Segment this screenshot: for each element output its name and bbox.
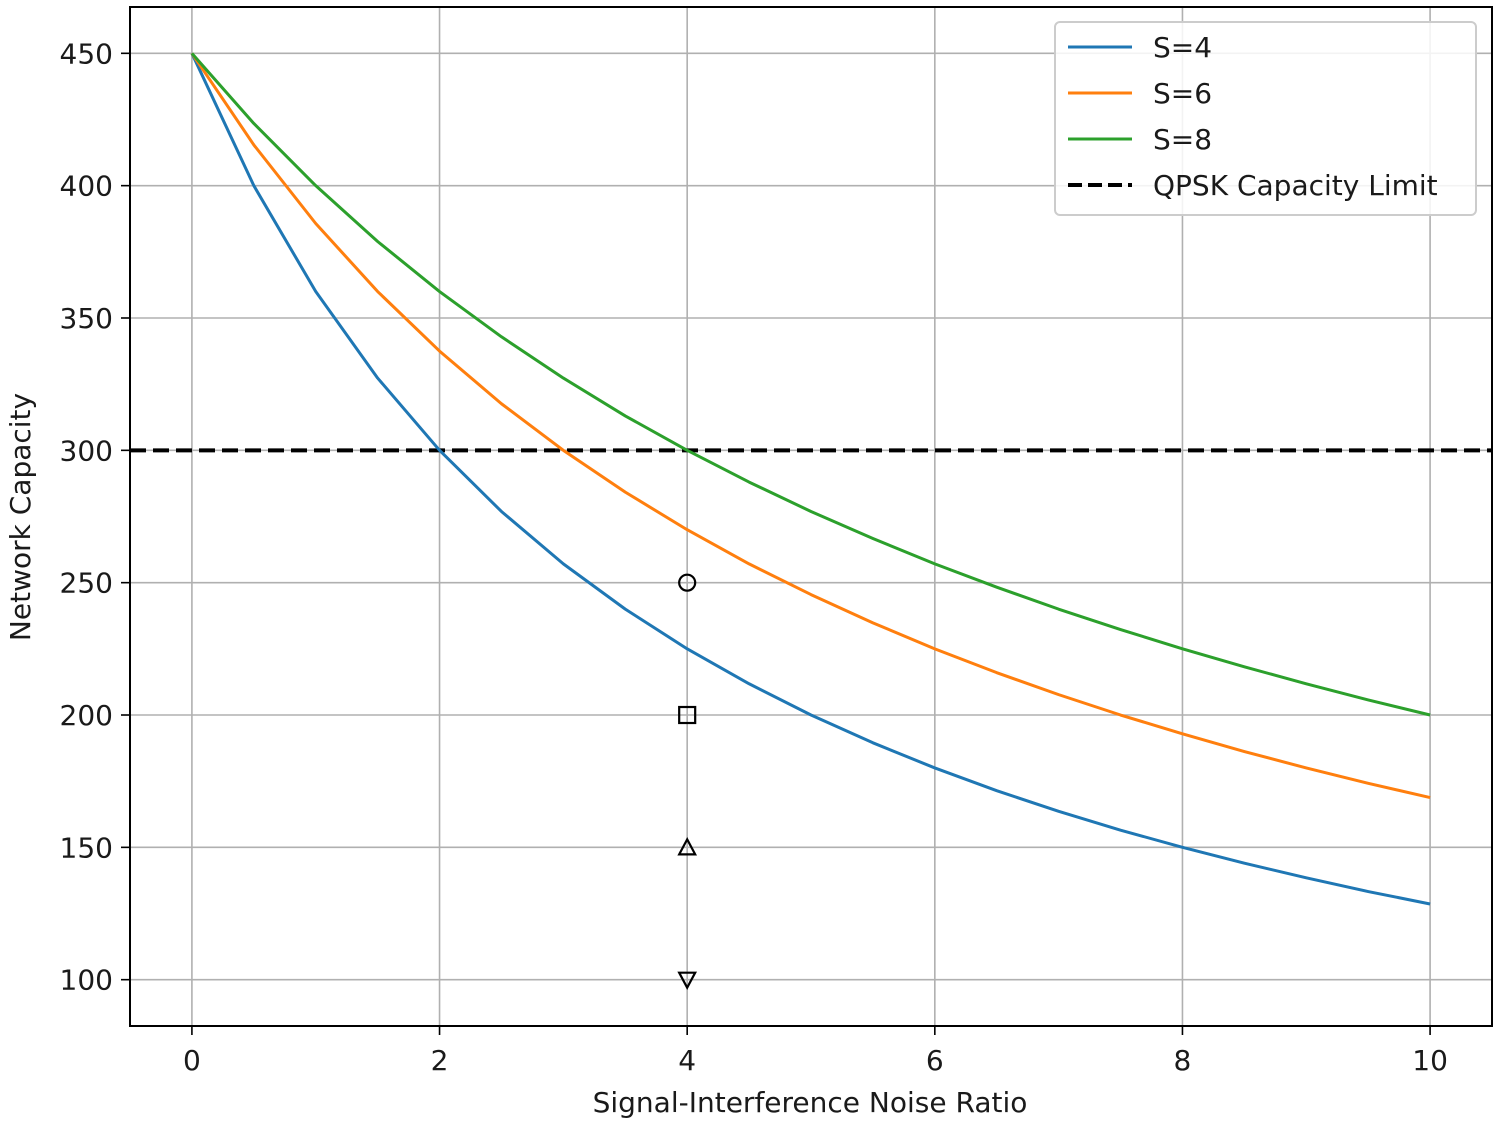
marker-layer	[677, 573, 698, 991]
legend-box	[1054, 21, 1477, 216]
series-line-s8	[190, 52, 1431, 717]
series-line-s6	[190, 52, 1431, 800]
marker-triangle-up	[677, 837, 698, 856]
legend-label-s8: S=8	[1153, 123, 1212, 156]
x-tick-label: 0	[183, 1044, 201, 1077]
y-tick-label: 150	[60, 831, 113, 864]
legend-label-s4: S=4	[1153, 31, 1212, 64]
y-axis-label: Network Capacity	[4, 393, 37, 641]
x-tick-label: 2	[431, 1044, 449, 1077]
marker-circle	[678, 573, 697, 592]
y-tick-label: 250	[60, 567, 113, 600]
legend: S=4 S=6 S=8 QPSK Capacity Limit	[1054, 21, 1477, 216]
plot-frame	[129, 6, 1493, 1027]
y-tick-label: 400	[60, 170, 113, 203]
y-tick-label: 350	[60, 302, 113, 335]
series-layer	[190, 52, 1431, 906]
y-tick-label: 100	[60, 964, 113, 997]
series-line-s4	[190, 52, 1431, 906]
x-tick-label: 4	[678, 1044, 696, 1077]
x-axis-label: Signal-Interference Noise Ratio	[593, 1086, 1028, 1119]
y-tick-label: 200	[60, 699, 113, 732]
legend-label-s6: S=6	[1153, 77, 1212, 110]
marker-square	[678, 705, 697, 725]
x-tick-label: 8	[1174, 1044, 1192, 1077]
legend-label-qpsk-limit: QPSK Capacity Limit	[1153, 169, 1438, 202]
y-tick-label: 300	[60, 434, 113, 467]
x-tick-label: 10	[1412, 1044, 1448, 1077]
ticks: 0 2 4 6 8 10 100 150 200 250 300 350 400 450	[60, 37, 1448, 1077]
marker-triangle-down	[677, 971, 698, 991]
y-tick-label: 450	[60, 37, 113, 70]
x-tick-label: 6	[926, 1044, 944, 1077]
